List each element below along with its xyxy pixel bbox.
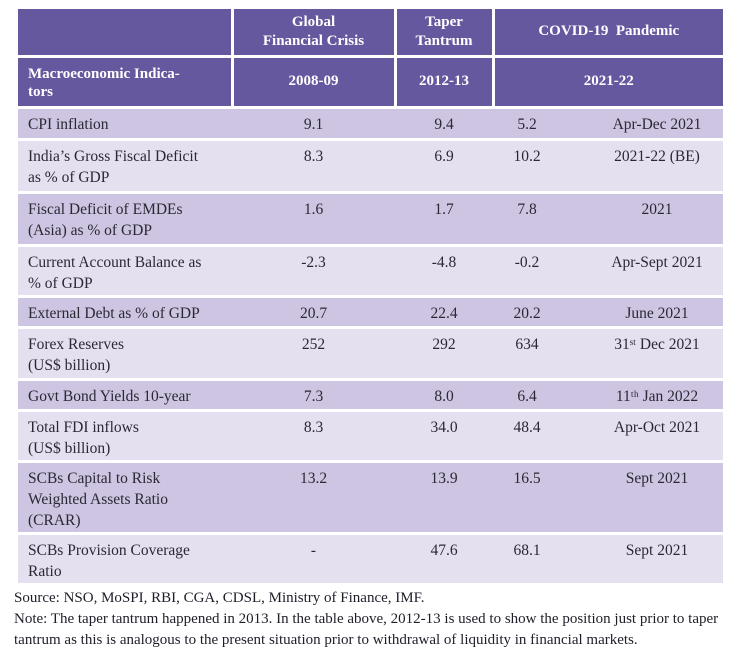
col-header-covid-pandemic: COVID-19 Pandemic <box>493 9 724 58</box>
covid-value-cell: 634 <box>493 327 561 381</box>
covid-value-cell: 16.5 <box>493 461 561 535</box>
table-row-govt-bond-yields: Govt Bond Yields 10-year 7.3 8.0 6.4 11ᵗ… <box>18 379 724 412</box>
covid-value-cell: 7.8 <box>493 192 561 247</box>
gfc-value-cell: 8.3 <box>232 139 395 194</box>
indicator-cell: Total FDI inflows (US$ billion) <box>18 410 232 463</box>
gfc-value-cell: 7.3 <box>232 379 395 412</box>
col-header-global-financial-crisis: Global Financial Crisis <box>232 9 397 58</box>
covid-period-cell: Apr-Sept 2021 <box>561 245 724 298</box>
indicator-cell: SCBs Capital to Risk Weighted Assets Rat… <box>18 461 232 535</box>
covid-period-cell: Sept 2021 <box>561 461 724 535</box>
gfc-value-cell: - <box>232 533 395 586</box>
taper-value-cell: 6.9 <box>395 139 493 194</box>
period-header-gfc: 2008-09 <box>232 56 397 109</box>
covid-value-cell: 6.4 <box>493 379 561 412</box>
indicator-cell: Govt Bond Yields 10-year <box>18 379 232 412</box>
taper-value-cell: 22.4 <box>395 296 493 329</box>
covid-value-cell: 20.2 <box>493 296 561 329</box>
covid-period-cell: June 2021 <box>561 296 724 329</box>
taper-value-cell: 8.0 <box>395 379 493 412</box>
header-row-periods: Macroeconomic Indica- tors 2008-09 2012-… <box>18 56 724 109</box>
table-row-external-debt: External Debt as % of GDP 20.7 22.4 20.2… <box>18 296 724 329</box>
taper-value-cell: 34.0 <box>395 410 493 463</box>
taper-value-cell: 9.4 <box>395 107 493 141</box>
table-row-cpi-inflation: CPI inflation 9.1 9.4 5.2 Apr-Dec 2021 <box>18 107 724 141</box>
covid-value-cell: 68.1 <box>493 533 561 586</box>
col-header-taper-tantrum: Taper Tantrum <box>395 9 495 58</box>
gfc-value-cell: -2.3 <box>232 245 395 298</box>
macro-indicators-table: Global Financial Crisis Taper Tantrum CO… <box>18 9 724 586</box>
table-row-total-fdi-inflows: Total FDI inflows (US$ billion) 8.3 34.0… <box>18 410 724 463</box>
covid-period-cell: 2021-22 (BE) <box>561 139 724 194</box>
table-row-scbs-crar: SCBs Capital to Risk Weighted Assets Rat… <box>18 461 724 535</box>
covid-value-cell: 5.2 <box>493 107 561 141</box>
taper-value-cell: 13.9 <box>395 461 493 535</box>
covid-value-cell: -0.2 <box>493 245 561 298</box>
covid-period-cell: 2021 <box>561 192 724 247</box>
taper-value-cell: 1.7 <box>395 192 493 247</box>
indicator-cell: Fiscal Deficit of EMDEs (Asia) as % of G… <box>18 192 232 247</box>
indicator-cell: Forex Reserves (US$ billion) <box>18 327 232 381</box>
table-row-forex-reserves: Forex Reserves (US$ billion) 252 292 634… <box>18 327 724 381</box>
indicator-cell: SCBs Provision Coverage Ratio <box>18 533 232 586</box>
taper-value-cell: -4.8 <box>395 245 493 298</box>
covid-period-cell: Sept 2021 <box>561 533 724 586</box>
gfc-value-cell: 20.7 <box>232 296 395 329</box>
table-row-current-account-balance: Current Account Balance as % of GDP -2.3… <box>18 245 724 298</box>
gfc-value-cell: 8.3 <box>232 410 395 463</box>
indicator-cell: External Debt as % of GDP <box>18 296 232 329</box>
source-line: Source: NSO, MoSPI, RBI, CGA, CDSL, Mini… <box>14 590 425 606</box>
table-row-gross-fiscal-deficit: India’s Gross Fiscal Deficit as % of GDP… <box>18 139 724 194</box>
note-line: Note: The taper tantrum happened in 2013… <box>14 611 719 648</box>
covid-value-cell: 10.2 <box>493 139 561 194</box>
table-row-fiscal-deficit-emdes: Fiscal Deficit of EMDEs (Asia) as % of G… <box>18 192 724 247</box>
gfc-value-cell: 1.6 <box>232 192 395 247</box>
covid-period-cell: 11ᵗʰ Jan 2022 <box>561 379 724 412</box>
covid-period-cell: Apr-Oct 2021 <box>561 410 724 463</box>
table-footnotes: Source: NSO, MoSPI, RBI, CGA, CDSL, Mini… <box>14 588 730 651</box>
indicator-cell: Current Account Balance as % of GDP <box>18 245 232 298</box>
header-row-crises: Global Financial Crisis Taper Tantrum CO… <box>18 9 724 58</box>
covid-period-cell: 31ˢᵗ Dec 2021 <box>561 327 724 381</box>
indicator-cell: CPI inflation <box>18 107 232 141</box>
period-header-covid: 2021-22 <box>493 56 724 109</box>
taper-value-cell: 47.6 <box>395 533 493 586</box>
gfc-value-cell: 9.1 <box>232 107 395 141</box>
covid-period-cell: Apr-Dec 2021 <box>561 107 724 141</box>
period-header-taper: 2012-13 <box>395 56 495 109</box>
indicator-cell: India’s Gross Fiscal Deficit as % of GDP <box>18 139 232 194</box>
corner-cell <box>18 9 234 58</box>
row-label-macroeconomic-indicators: Macroeconomic Indica- tors <box>18 56 234 109</box>
covid-value-cell: 48.4 <box>493 410 561 463</box>
table-row-scbs-provision-coverage: SCBs Provision Coverage Ratio - 47.6 68.… <box>18 533 724 586</box>
gfc-value-cell: 13.2 <box>232 461 395 535</box>
taper-value-cell: 292 <box>395 327 493 381</box>
gfc-value-cell: 252 <box>232 327 395 381</box>
